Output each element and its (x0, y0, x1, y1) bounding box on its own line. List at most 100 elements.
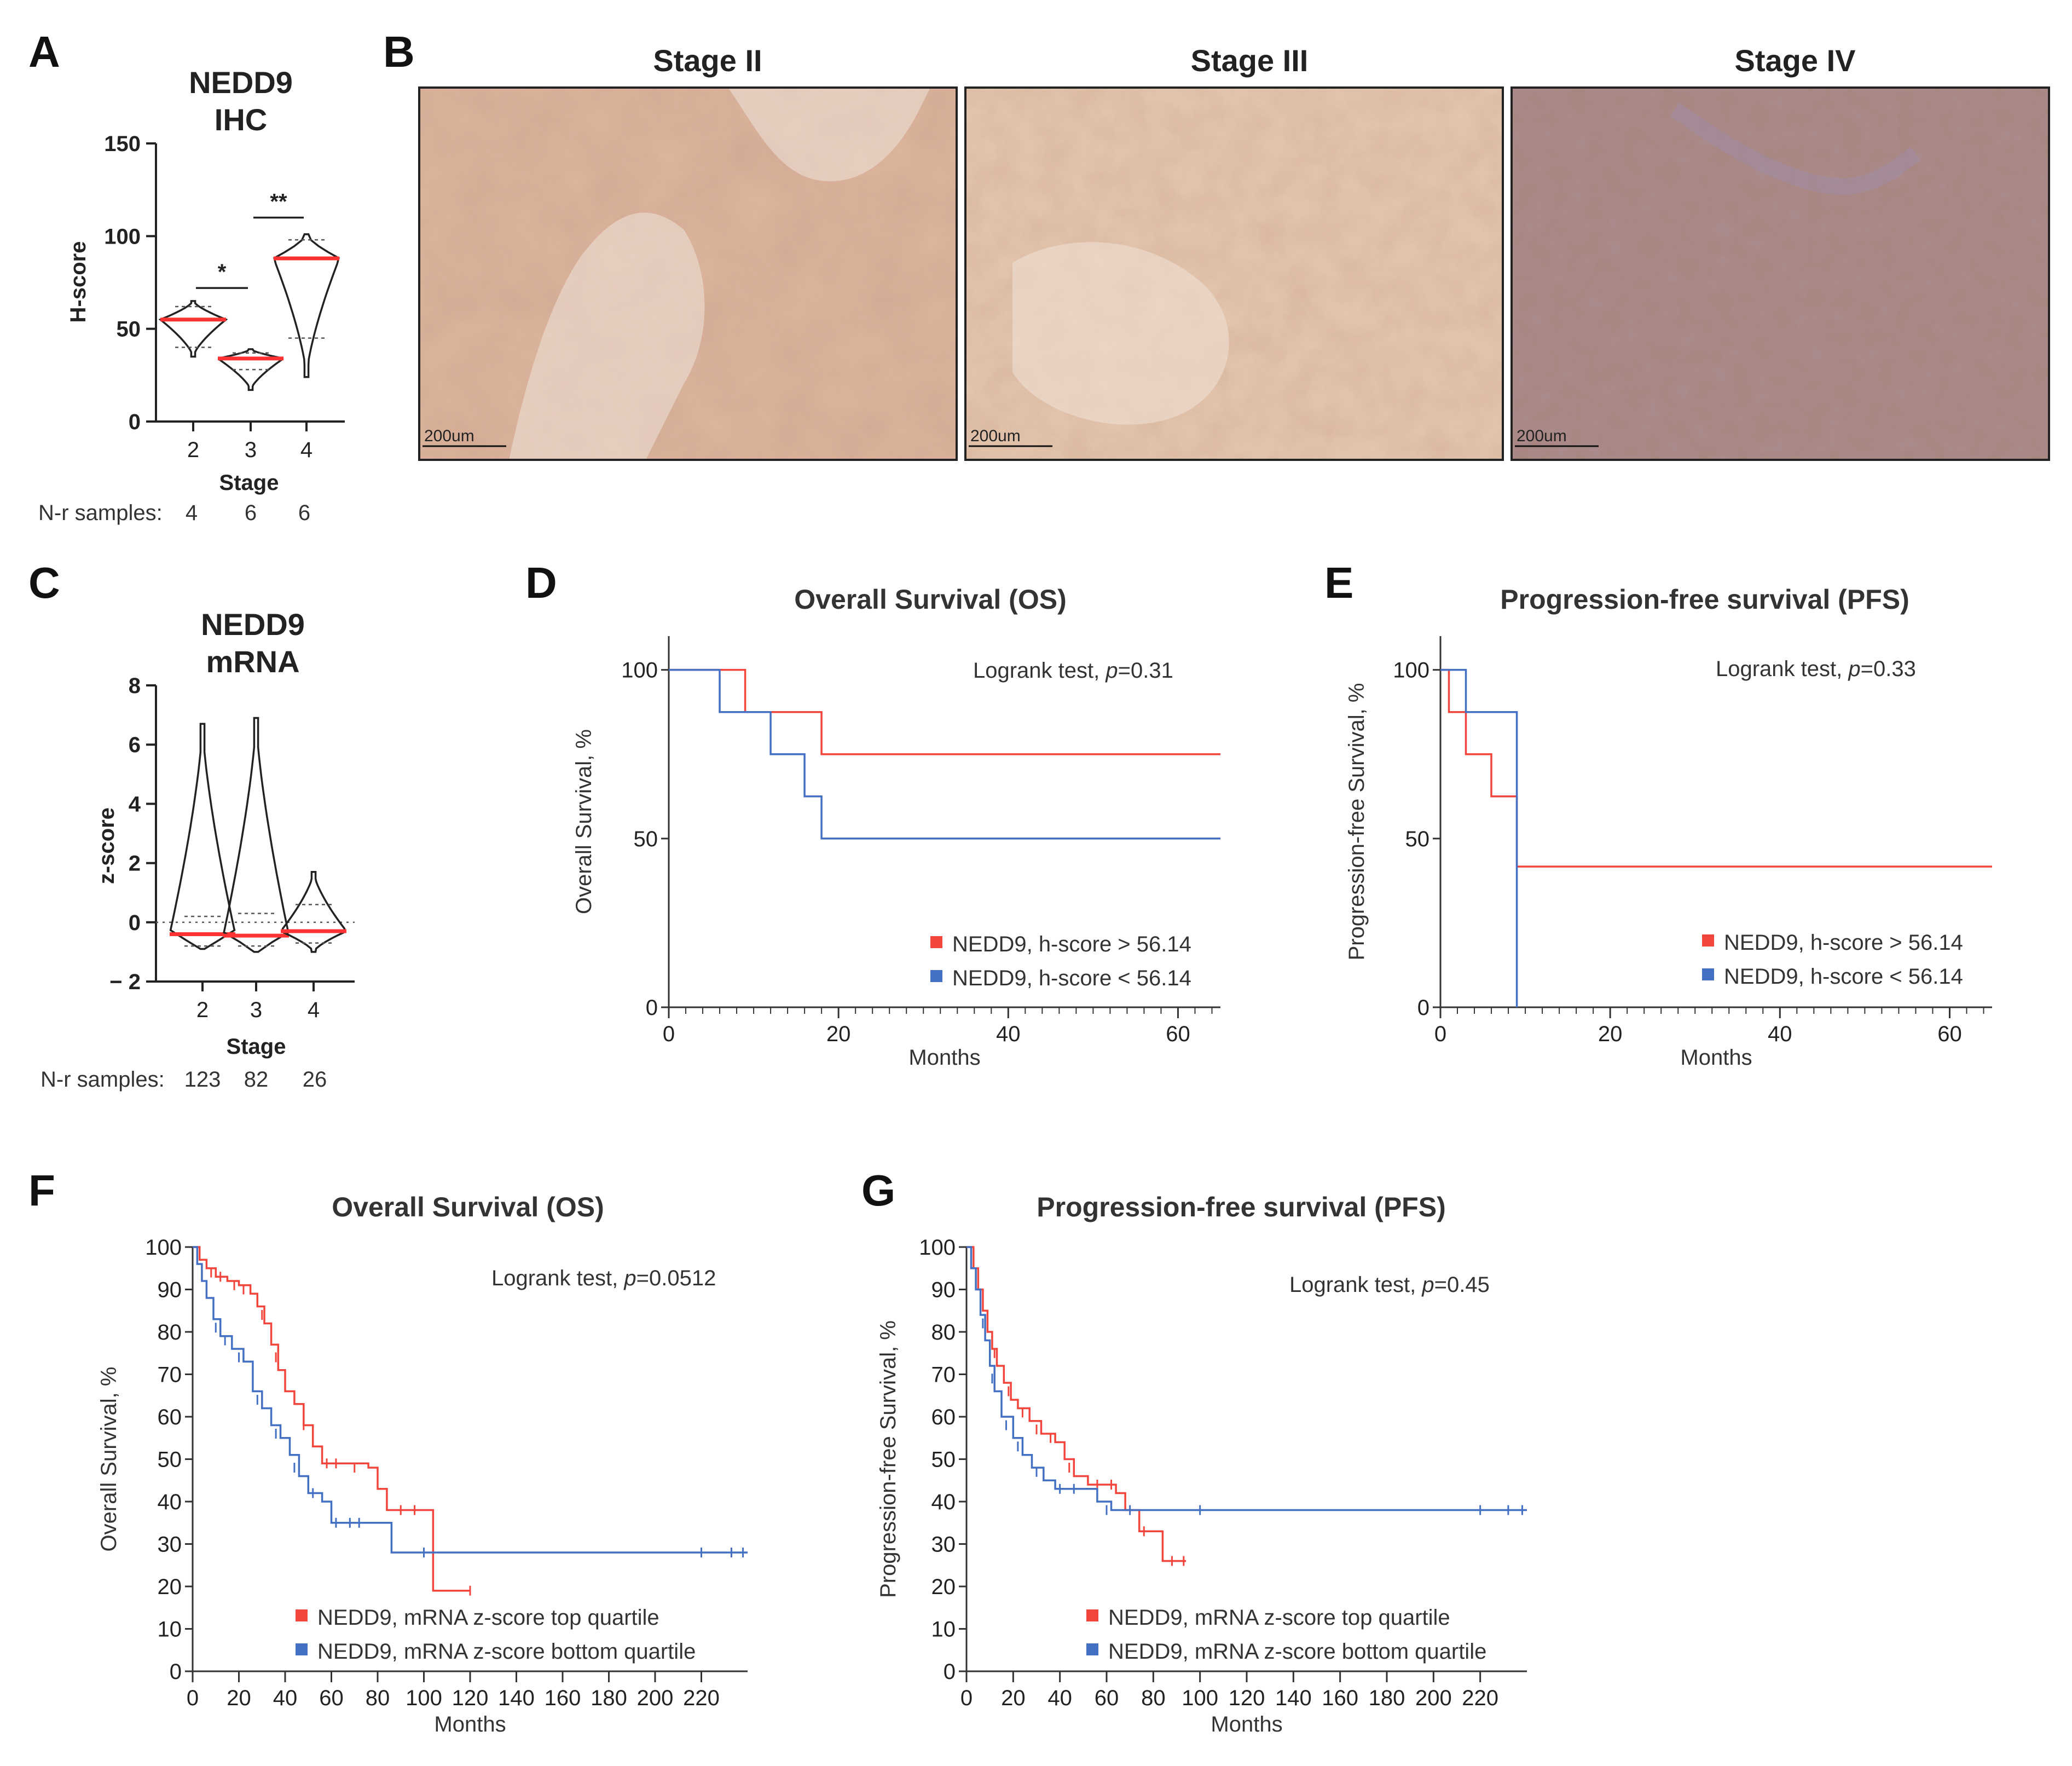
panel-c-title-line1: NEDD9 (201, 607, 305, 642)
x-axis-label: Stage (219, 471, 279, 495)
logrank-note: Logrank test, p=0.33 (1716, 657, 1916, 681)
y-tick-label: 90 (931, 1278, 956, 1302)
x-tick-label: 40 (996, 1022, 1021, 1046)
legend-swatch (1702, 968, 1714, 980)
x-tick-label: 40 (1047, 1686, 1072, 1710)
x-tick-label: 160 (545, 1686, 581, 1710)
x-tick-label: 60 (1166, 1022, 1190, 1046)
nr-samples-stage2: 123 (184, 1067, 221, 1092)
km-chart-pfs-mrna: Progression-free survival (PFS) 0 10 20 30 40… (876, 1192, 1527, 1736)
y-tick-label: 4 (129, 792, 141, 816)
micrograph-stage-ii: 200um (418, 86, 958, 461)
y-tick-label: 50 (634, 827, 658, 851)
x-tick-label: 0 (663, 1022, 675, 1046)
x-tick-label: 60 (1095, 1686, 1119, 1710)
image-frame (418, 86, 958, 461)
image-frame (1510, 86, 2050, 461)
y-tick-label: 30 (931, 1533, 956, 1557)
y-tick-label: 80 (931, 1320, 956, 1344)
y-tick-label: 10 (931, 1618, 956, 1642)
violin-shape (217, 348, 284, 391)
legend-label: NEDD9, h-score > 56.14 (952, 932, 1191, 956)
y-tick-label: 50 (117, 318, 141, 342)
x-tick-label: 140 (498, 1686, 535, 1710)
legend-swatch (296, 1609, 308, 1621)
vessel-region (1670, 102, 1921, 195)
y-tick-label: 90 (158, 1278, 182, 1302)
x-tick-label: 220 (683, 1686, 720, 1710)
y-tick-label: 0 (944, 1660, 956, 1684)
y-axis-label: z-score (95, 807, 119, 884)
x-tick-label: 180 (591, 1686, 627, 1710)
x-tick-label: 40 (1768, 1022, 1792, 1046)
violin-shape (281, 871, 346, 953)
scale-bar-label: 200um (970, 427, 1021, 445)
micrograph-stage-iii: 200um (964, 86, 1504, 461)
x-tick-label: 3 (250, 998, 262, 1022)
significance-marker: * (218, 260, 227, 284)
y-tick-label: 50 (931, 1448, 956, 1472)
nr-samples-stage2: 4 (186, 501, 198, 525)
violin-chart-ihc: NEDD9 IHC H-score Stage N-r samples: 4 6… (38, 65, 345, 525)
nr-samples-stage3: 82 (244, 1067, 269, 1092)
x-tick-label: 3 (245, 438, 257, 462)
x-tick-label: 60 (1937, 1022, 1962, 1046)
logrank-note: Logrank test, p=0.0512 (491, 1266, 716, 1290)
x-axis-label: Months (1211, 1712, 1282, 1736)
y-tick-label: 0 (1417, 996, 1429, 1020)
legend-swatch (930, 970, 942, 982)
nr-samples-label: N-r samples: (40, 1067, 165, 1092)
legend-label: NEDD9, h-score > 56.14 (1724, 931, 1963, 955)
micrograph-texture (1512, 88, 2049, 460)
y-tick-label: 150 (104, 132, 141, 156)
y-tick-label: 0 (646, 996, 658, 1020)
panel-label-a: A (28, 27, 60, 76)
panel-label-g: G (861, 1166, 895, 1215)
y-axis-label: Overall Survival, % (97, 1367, 121, 1552)
x-tick-label: 0 (1434, 1022, 1446, 1046)
x-tick-label: 20 (1598, 1022, 1623, 1046)
x-tick-label: 80 (366, 1686, 390, 1710)
x-tick-label: 200 (637, 1686, 674, 1710)
panel-label-d: D (525, 558, 557, 607)
legend-label: NEDD9, mRNA z-score bottom quartile (317, 1640, 696, 1664)
x-tick-label: 180 (1369, 1686, 1405, 1710)
panel-a-title-line1: NEDD9 (189, 65, 293, 100)
legend-swatch (1086, 1643, 1098, 1655)
nr-samples-stage4: 26 (303, 1067, 327, 1092)
legend-label: NEDD9, mRNA z-score top quartile (317, 1606, 659, 1630)
y-axis-label: Progression-free Survival, % (876, 1320, 900, 1598)
image-title-stage-ii: Stage II (653, 43, 762, 78)
y-tick-label: 70 (158, 1363, 182, 1387)
nr-samples-stage4: 6 (298, 501, 310, 525)
y-tick-label: 20 (931, 1575, 956, 1599)
y-tick-label: 8 (129, 674, 141, 698)
km-chart-pfs-ihc: Progression-free survival (PFS) 0 50 100 0 20… (1345, 584, 1992, 1070)
y-tick-label: 0 (170, 1660, 182, 1684)
y-tick-label: 40 (158, 1490, 182, 1514)
panel-label-f: F (28, 1166, 55, 1215)
x-tick-label: 20 (1001, 1686, 1026, 1710)
x-tick-label: 100 (1182, 1686, 1218, 1710)
logrank-note: Logrank test, p=0.45 (1289, 1273, 1490, 1297)
ihc-image-panel: Stage II 200um Stage III 200um Stage IV (418, 43, 2050, 461)
image-title-stage-iii: Stage III (1191, 43, 1309, 78)
stroma-region (1012, 242, 1229, 425)
x-tick-label: 160 (1322, 1686, 1358, 1710)
nr-samples-label: N-r samples: (38, 501, 163, 525)
significance-marker: ** (270, 189, 287, 213)
km-curve-high (669, 668, 1220, 755)
panel-label-c: C (28, 558, 60, 607)
x-tick-label: 80 (1141, 1686, 1166, 1710)
image-frame (964, 86, 1504, 461)
panel-a-title-line2: IHC (215, 102, 267, 137)
x-tick-label: 60 (319, 1686, 344, 1710)
x-tick-label: 20 (826, 1022, 851, 1046)
x-tick-label: 0 (187, 1686, 199, 1710)
y-tick-label: 0 (129, 911, 141, 935)
km-chart-os-ihc: Overall Survival (OS) 0 50 100 0 20 40 60 Months… (572, 584, 1220, 1070)
violin-shape (169, 723, 236, 950)
panel-c-title-line2: mRNA (206, 644, 299, 679)
stroma-region (728, 88, 930, 182)
y-tick-label: 50 (158, 1448, 182, 1472)
